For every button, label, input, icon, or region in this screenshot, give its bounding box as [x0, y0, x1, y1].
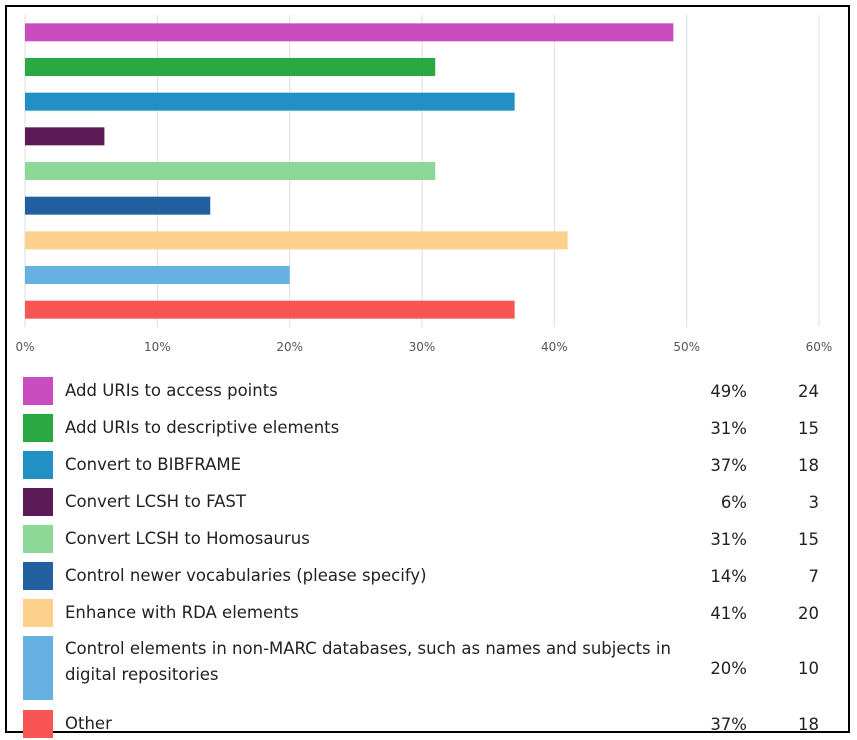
legend-label: Convert to BIBFRAME	[65, 455, 242, 474]
legend-count: 20	[798, 604, 819, 623]
legend-count: 7	[808, 567, 820, 586]
legend-swatch	[23, 636, 53, 700]
legend-row: Enhance with RDA elements 41% 20	[7, 599, 852, 627]
legend-swatch	[23, 488, 53, 516]
legend-label: Add URIs to descriptive elements	[65, 418, 340, 437]
bar	[25, 23, 674, 42]
legend-percent: 20%	[710, 659, 747, 678]
x-axis-ticks: 0% 10% 20% 30% 40% 50% 60%	[15, 340, 832, 354]
legend-count: 18	[798, 715, 819, 734]
x-tick-label: 0%	[15, 340, 34, 354]
legend-row: Control elements in non-MARC databases, …	[7, 636, 852, 700]
legend-swatch	[23, 525, 53, 553]
bar	[25, 231, 568, 250]
legend-count: 15	[798, 419, 819, 438]
x-tick-label: 50%	[673, 340, 700, 354]
bars	[25, 23, 674, 319]
legend-label: Add URIs to access points	[65, 381, 278, 400]
legend-swatch	[23, 451, 53, 479]
x-tick-label: 20%	[276, 340, 303, 354]
legend-row: Other 37% 18	[7, 710, 852, 738]
legend-row: Convert to BIBFRAME 37% 18	[7, 451, 852, 479]
x-tick-label: 40%	[541, 340, 568, 354]
legend-percent: 37%	[710, 456, 747, 475]
x-tick-label: 60%	[806, 340, 833, 354]
bar	[25, 92, 515, 111]
legend-percent: 41%	[710, 604, 747, 623]
legend-swatch	[23, 377, 53, 405]
legend-label: Enhance with RDA elements	[65, 603, 299, 622]
legend-count: 24	[798, 382, 819, 401]
legend-count: 15	[798, 530, 819, 549]
legend-swatch	[23, 562, 53, 590]
legend-row: Convert LCSH to Homosaurus 31% 15	[7, 525, 852, 553]
legend-count: 18	[798, 456, 819, 475]
x-tick-label: 10%	[144, 340, 171, 354]
legend-label: Convert LCSH to Homosaurus	[65, 529, 310, 548]
bar	[25, 162, 436, 180]
legend-percent: 31%	[710, 419, 747, 438]
legend-percent: 49%	[710, 382, 747, 401]
legend-label: Control newer vocabularies (please speci…	[65, 566, 427, 585]
legend-label: Control elements in non-MARC databases, …	[65, 639, 671, 684]
legend-count: 3	[808, 493, 820, 512]
legend-count: 10	[798, 659, 819, 678]
bar-chart: 0% 10% 20% 30% 40% 50% 60%	[15, 15, 832, 354]
legend-percent: 31%	[710, 530, 747, 549]
legend-row: Control newer vocabularies (please speci…	[7, 562, 852, 590]
bar	[25, 300, 515, 319]
legend-swatch	[23, 710, 53, 738]
legend-row: Add URIs to descriptive elements 31% 15	[7, 414, 852, 442]
legend-swatch	[23, 599, 53, 627]
legend-percent: 14%	[710, 567, 747, 586]
legend-swatch	[23, 414, 53, 442]
bar	[25, 58, 436, 76]
bar	[25, 266, 290, 284]
legend-row: Convert LCSH to FAST 6% 3	[7, 488, 852, 516]
bar	[25, 196, 211, 215]
bar	[25, 127, 105, 146]
legend-label: Other	[65, 714, 112, 733]
chart-frame: 0% 10% 20% 30% 40% 50% 60% Add URIs to access …	[5, 5, 852, 738]
legend-percent: 37%	[710, 715, 747, 734]
legend-label: Convert LCSH to FAST	[65, 492, 246, 511]
legend-row: Add URIs to access points 49% 24	[7, 377, 852, 405]
x-tick-label: 30%	[409, 340, 436, 354]
legend-percent: 6%	[720, 493, 747, 512]
